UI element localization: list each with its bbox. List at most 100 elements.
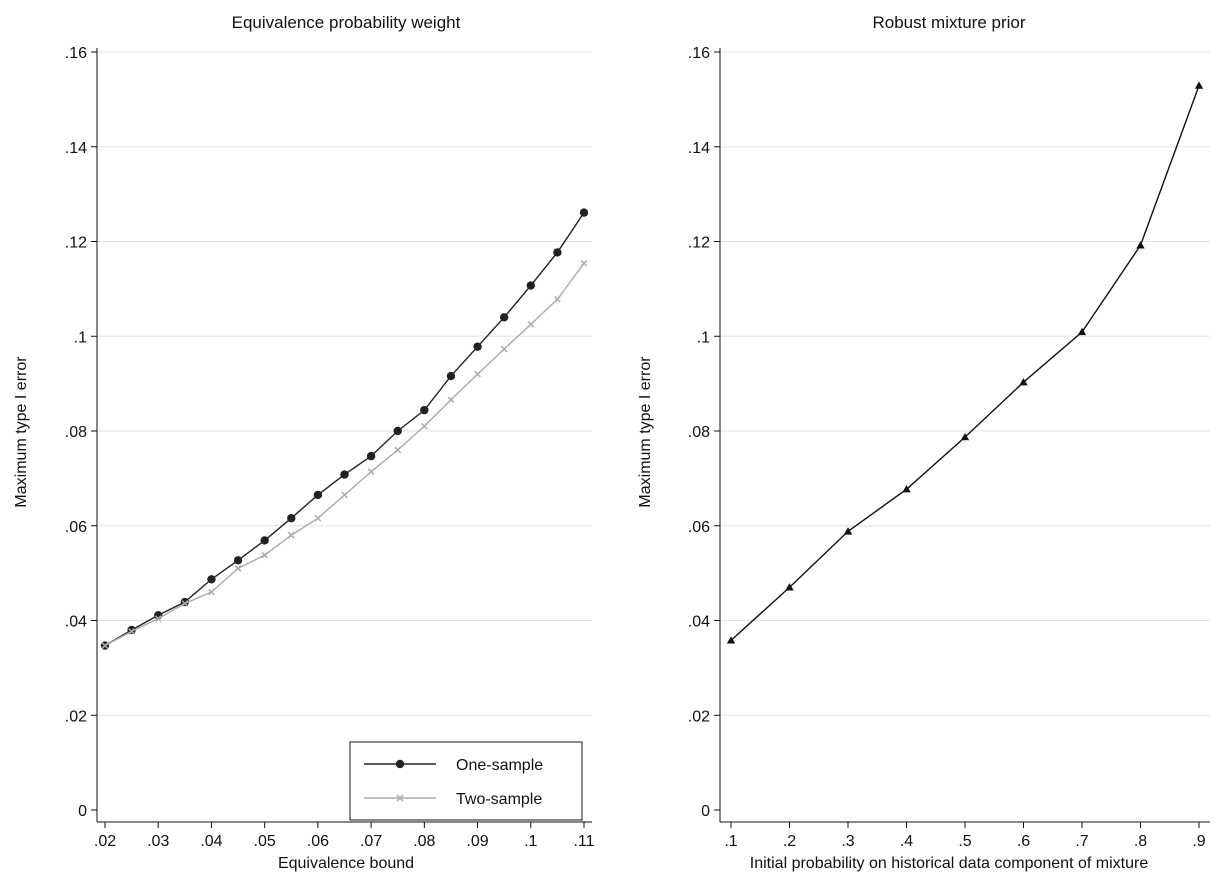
data-point	[287, 513, 296, 523]
y-tick-label: .12	[65, 235, 87, 252]
series-1	[726, 81, 1204, 644]
data-point	[367, 468, 375, 476]
axes: 0 .02 .04 .06 .08 .1 .12 .14 .16 .02 .03 .04 .05 .06.…	[65, 45, 595, 850]
y-tick-label: .06	[688, 519, 710, 536]
y-tick-label: .02	[65, 708, 87, 725]
x-tick-label: .1	[524, 833, 537, 850]
legend-marker-two-sample	[396, 794, 404, 802]
data-point	[261, 551, 268, 559]
legend-marker-one-sample	[395, 759, 405, 769]
data-point	[500, 345, 508, 353]
data-point	[843, 527, 853, 535]
y-axis-label: Maximum type I error	[13, 356, 30, 508]
x-tick-label: .6	[1017, 833, 1030, 850]
legend-label-two-sample: Two-sample	[456, 791, 542, 808]
data-point	[554, 295, 561, 303]
x-tick-label: .07	[360, 833, 382, 850]
x-tick-label: .09	[466, 833, 488, 850]
x-tick-label: .11	[573, 833, 594, 850]
x-axis-label: Equivalence bound	[278, 855, 414, 872]
y-tick-label: .16	[65, 45, 87, 62]
data-point	[260, 536, 269, 545]
x-axis-label: Initial probability on historical data c…	[750, 855, 1149, 872]
data-point	[474, 370, 481, 378]
data-point	[393, 426, 402, 436]
series-two-sample	[101, 259, 588, 649]
data-point	[341, 491, 348, 499]
data-point	[233, 556, 243, 565]
series-line	[730, 85, 1200, 641]
data-point	[234, 565, 242, 572]
x-tick-label: .9	[1192, 833, 1205, 850]
data-point	[902, 485, 911, 493]
data-point	[314, 514, 322, 522]
data-point	[1194, 81, 1204, 89]
data-point	[960, 432, 970, 441]
data-point	[553, 248, 562, 257]
legend: One-sample Two-sample	[349, 741, 583, 821]
chart-title: Robust mixture prior	[872, 13, 1025, 32]
gridlines	[97, 51, 592, 716]
y-axis-label: Maximum type I error	[637, 356, 654, 508]
x-tick-label: .7	[1075, 833, 1088, 850]
y-tick-label: .14	[65, 140, 87, 157]
data-point	[499, 313, 509, 322]
data-point	[1136, 241, 1145, 249]
y-tick-label: .12	[688, 235, 710, 252]
data-point	[1077, 327, 1087, 336]
data-point	[579, 208, 589, 217]
x-tick-label: .05	[254, 833, 276, 850]
chart-title: Equivalence probability weight	[232, 13, 461, 32]
data-point	[726, 636, 736, 644]
x-tick-label: .8	[1134, 833, 1147, 850]
chart-equivalence-probability-weight: Equivalence probability weight Equivalen…	[13, 13, 595, 872]
legend-label-one-sample: One-sample	[456, 757, 543, 774]
legend-box	[349, 741, 583, 821]
series-line	[104, 212, 585, 647]
series-line	[104, 262, 585, 647]
data-point	[785, 583, 794, 591]
data-point	[580, 259, 588, 267]
x-tick-label: .5	[958, 833, 971, 850]
data-point	[181, 600, 189, 607]
data-point	[208, 588, 215, 596]
data-point	[128, 628, 135, 635]
y-tick-label: .16	[688, 45, 710, 62]
data-point	[421, 422, 428, 430]
data-point	[340, 470, 349, 479]
y-tick-label: .04	[688, 614, 710, 631]
chart-robust-mixture-prior: Robust mixture prior Initial probability…	[637, 13, 1210, 872]
data-point	[313, 490, 323, 500]
y-tick-label: .1	[697, 329, 710, 346]
x-tick-label: .2	[783, 833, 796, 850]
axes: 0 .02 .04 .06 .08 .1 .12 .14 .16 .1 .2 .3 .4 .5 .6 .7 .8…	[688, 45, 1210, 850]
data-point	[473, 342, 482, 351]
y-tick-label: .08	[688, 424, 710, 441]
gridlines	[720, 51, 1210, 716]
y-tick-label: 0	[701, 803, 710, 820]
x-tick-label: .3	[841, 833, 854, 850]
data-point	[446, 371, 456, 381]
data-point	[447, 396, 455, 404]
data-point	[394, 446, 402, 454]
x-tick-label: .04	[200, 833, 222, 850]
y-tick-label: .14	[688, 140, 710, 157]
series-one-sample	[100, 208, 589, 650]
data-point	[526, 281, 535, 290]
x-tick-label: .02	[94, 833, 116, 850]
data-point	[527, 321, 535, 328]
data-point	[420, 405, 429, 415]
x-tick-label: .03	[147, 833, 169, 850]
data-point	[1019, 378, 1028, 386]
y-tick-label: .04	[65, 614, 87, 631]
y-tick-label: .06	[65, 519, 87, 536]
y-tick-label: 0	[78, 803, 87, 820]
x-tick-label: .4	[900, 833, 913, 850]
data-point	[287, 531, 295, 539]
data-point	[101, 642, 109, 649]
y-tick-label: .1	[74, 329, 87, 346]
y-tick-label: .02	[688, 708, 710, 725]
data-point	[154, 615, 162, 622]
y-tick-label: .08	[65, 424, 87, 441]
